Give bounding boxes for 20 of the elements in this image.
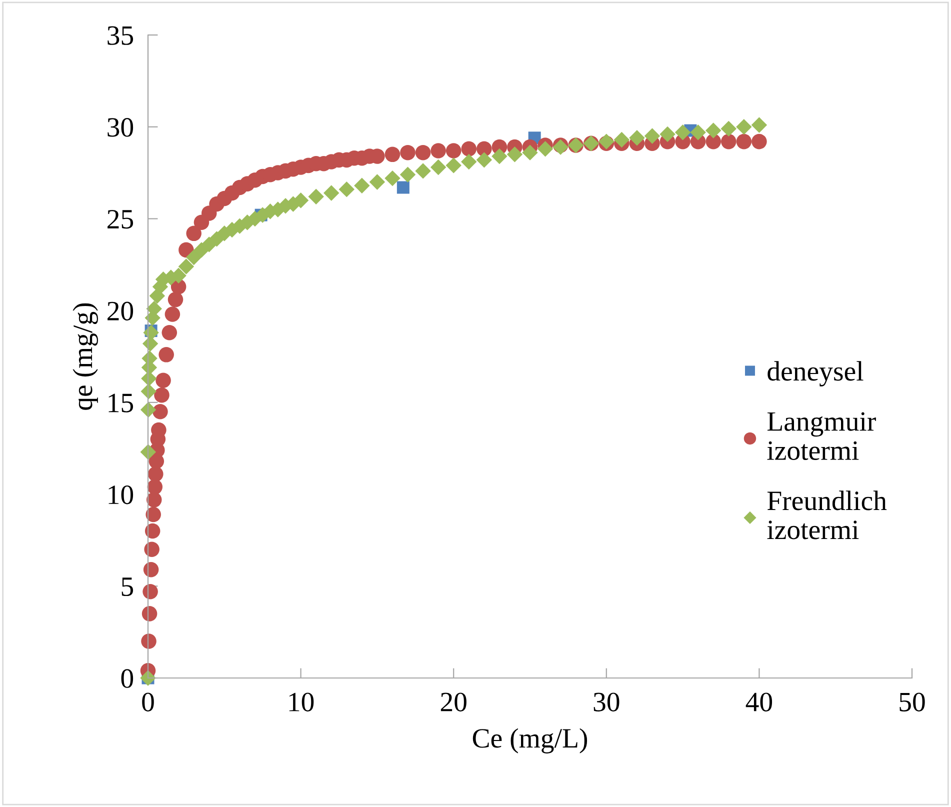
x-tick-label: 50: [900, 692, 925, 712]
x-axis-title: Ce (mg/L): [472, 728, 588, 754]
y-tick-label: 15: [108, 394, 134, 412]
y-tick-label: 20: [108, 302, 134, 320]
y-tick-label: 25: [108, 210, 134, 229]
x-tick-label: 10: [289, 692, 314, 712]
legend-label: deneysel: [768, 361, 864, 386]
x-tick-label: 30: [594, 692, 620, 712]
legend-label: Freundlich izotermi: [767, 490, 887, 540]
x-tick-label: 40: [746, 692, 772, 712]
y-tick-label: 10: [108, 485, 134, 504]
y-tick-label: 30: [108, 118, 134, 137]
y-tick-label: 35: [108, 26, 134, 45]
point: [396, 181, 410, 194]
y-tick-label: 0: [121, 669, 134, 688]
y-axis-title: qe (mg/g): [72, 303, 98, 410]
x-tick-label: 0: [142, 692, 154, 712]
legend-label: Langmuir izotermi: [767, 412, 876, 460]
y-tick-label: 5: [122, 578, 134, 596]
x-tick-label: 20: [440, 692, 466, 712]
